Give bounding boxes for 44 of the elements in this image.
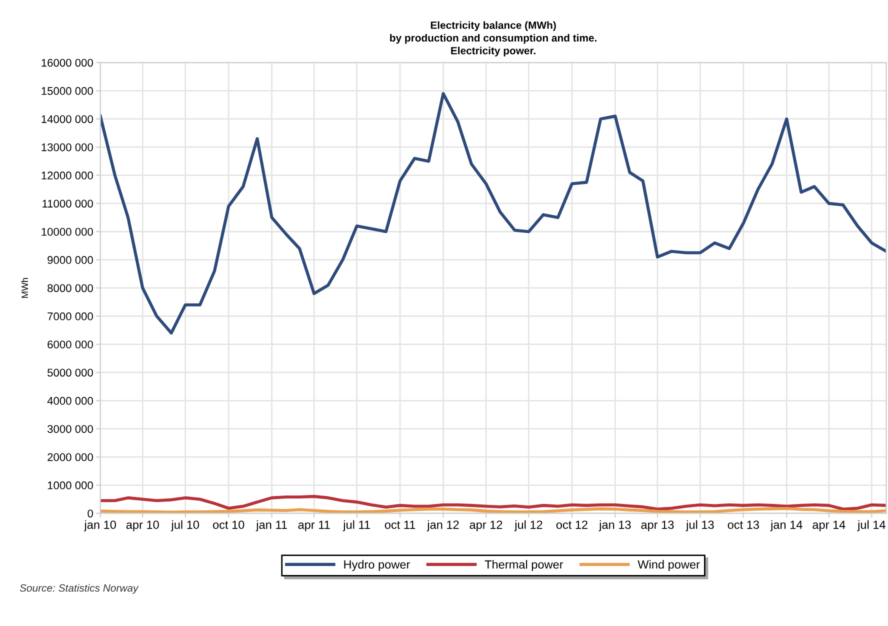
y-tick-label: 2000 000 bbox=[48, 453, 93, 462]
x-tick-label: oct 11 bbox=[384, 520, 416, 529]
x-tick-label: apr 13 bbox=[641, 520, 674, 532]
x-tick-label: apr 11 bbox=[298, 520, 330, 532]
line-series bbox=[100, 494, 886, 511]
y-tick-label: 15000 000 bbox=[42, 87, 93, 95]
y-tick-label: 16000 000 bbox=[42, 58, 93, 67]
y-tick-label: 5000 000 bbox=[48, 368, 93, 377]
x-tick-label: jan 11 bbox=[256, 520, 287, 532]
y-tick-label: 12000 000 bbox=[42, 172, 93, 180]
y-tick-label: 11000 000 bbox=[42, 200, 93, 208]
y-tick-label: 8000 000 bbox=[48, 284, 93, 292]
x-tick-label: jan 14 bbox=[770, 520, 802, 532]
x-tick-label: jul 12 bbox=[514, 520, 542, 532]
legend-label: Wind power bbox=[638, 560, 700, 572]
y-tick-label: 1000 000 bbox=[48, 481, 93, 490]
y-tick-label: 3000 000 bbox=[47, 425, 93, 433]
y-tick-label: 4000 000 bbox=[47, 396, 93, 405]
y-tick-label: 9000 000 bbox=[48, 256, 93, 264]
y-tick-label: 10000 000 bbox=[42, 228, 93, 236]
y-tick-label: 13000 000 bbox=[42, 143, 93, 152]
chart-title: Electricity balance (MWh) by production and consumption and time. Electricity power. bbox=[390, 21, 596, 56]
x-tick-label: jan 10 bbox=[84, 520, 116, 532]
x-tick-label: jan 12 bbox=[426, 520, 459, 532]
x-tick-label: jul 13 bbox=[686, 520, 714, 532]
x-tick-label: oct 10 bbox=[213, 520, 244, 529]
x-tick-label: oct 12 bbox=[556, 520, 588, 529]
y-axis-title: MWh bbox=[21, 278, 28, 298]
x-tick-label: oct 13 bbox=[728, 520, 759, 529]
legend-label: Thermal power bbox=[484, 560, 564, 572]
y-tick-label: 6000 000 bbox=[48, 340, 93, 348]
y-tick-label: 14000 000 bbox=[42, 115, 93, 124]
x-tick-label: jul 14 bbox=[857, 520, 886, 532]
x-tick-label: apr 14 bbox=[812, 520, 846, 532]
x-tick-label: apr 12 bbox=[470, 520, 502, 532]
source-note: Source: Statistics Norway bbox=[20, 584, 139, 594]
y-tick-label: 0 bbox=[88, 510, 93, 518]
line-series bbox=[100, 92, 886, 335]
x-tick-label: jul 11 bbox=[342, 520, 370, 532]
x-tick-label: jan 13 bbox=[598, 520, 631, 532]
legend-label: Hydro power bbox=[344, 560, 410, 572]
y-tick-label: 7000 000 bbox=[48, 312, 93, 320]
x-tick-label: apr 10 bbox=[126, 520, 159, 532]
x-tick-label: jul 10 bbox=[170, 520, 200, 532]
